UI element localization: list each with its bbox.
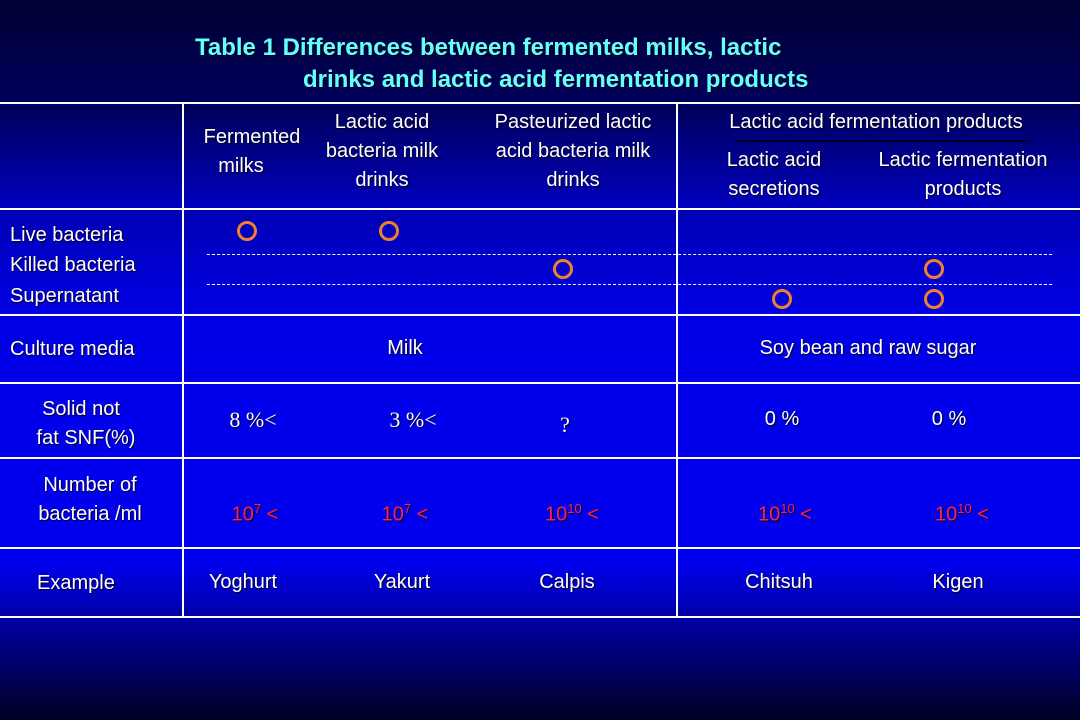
- count-exponent: 10: [780, 501, 795, 516]
- title-line-2: drinks and lactic acid fermentation prod…: [303, 66, 809, 93]
- culture-media-milk: Milk: [387, 337, 423, 359]
- count-base: 10: [231, 503, 254, 526]
- culture-media-soy: Soy bean and raw sugar: [759, 337, 977, 359]
- row-label-culture-media: Culture media: [10, 338, 135, 360]
- table-rule: [0, 382, 1080, 384]
- count-exponent: 7: [403, 501, 412, 516]
- presence-ring-killed: [553, 259, 573, 279]
- column-rule: [676, 103, 678, 617]
- count-base: 10: [545, 503, 568, 526]
- bacteria-count-value: 107 <: [195, 494, 315, 530]
- example-value: Yakurt: [373, 571, 431, 593]
- header-text: acid bacteria milk: [495, 140, 651, 162]
- count-exponent: 10: [567, 501, 582, 516]
- header-text: secretions: [728, 178, 820, 200]
- table-rule: [0, 102, 1080, 104]
- header-text: Lactic acid: [726, 149, 822, 171]
- row-label-killed-bacteria: Killed bacteria: [10, 254, 136, 276]
- table-rule: [0, 547, 1080, 549]
- count-suffix: <: [587, 503, 599, 526]
- count-base: 10: [381, 503, 404, 526]
- count-base: 10: [935, 503, 958, 526]
- header-text: Lactic fermentation: [878, 149, 1048, 171]
- column-rule: [182, 103, 184, 617]
- header-text: Pasteurized lactic: [494, 111, 652, 133]
- snf-lab-milk-drinks: 3 %<: [389, 407, 437, 432]
- title-line-1: Table 1 Differences between fermented mi…: [195, 34, 782, 61]
- header-row-background: [0, 104, 1080, 209]
- count-exponent: 10: [957, 501, 972, 516]
- header-lactic-fermentation-products: Lactic fermentation products: [858, 146, 1068, 204]
- header-pasteurized-drinks: Pasteurized lactic acid bacteria milk dr…: [472, 108, 674, 195]
- label-text: fat SNF(%): [36, 427, 136, 449]
- bacteria-count-value: 107 <: [345, 494, 465, 530]
- table-rule: [0, 457, 1080, 459]
- presence-ring-live: [379, 221, 399, 241]
- presence-ring-live: [237, 221, 257, 241]
- bacteria-count-value: 1010 <: [725, 494, 845, 530]
- label-text: Number of: [43, 474, 137, 496]
- example-value: Chitsuh: [745, 571, 813, 593]
- example-value: Kigen: [932, 571, 984, 593]
- snf-secretions: 0 %: [764, 408, 800, 430]
- count-exponent: 7: [253, 501, 262, 516]
- header-text: Fermented: [203, 126, 301, 148]
- row-label-bacteria-count: Number of bacteria /ml: [0, 471, 180, 529]
- header-group-fermentation-products: Lactic acid fermentation products: [729, 111, 1023, 133]
- header-lactic-acid-secretions: Lactic acid secretions: [703, 146, 845, 204]
- header-text: drinks: [546, 169, 600, 191]
- header-lab-milk-drinks: Lactic acid bacteria milk drinks: [306, 108, 458, 195]
- dashed-divider: [207, 284, 1052, 285]
- count-base: 10: [758, 503, 781, 526]
- label-text: Solid not: [42, 398, 120, 420]
- row-label-example: Example: [37, 572, 115, 594]
- table-rule: [0, 616, 1080, 618]
- count-suffix: <: [977, 503, 989, 526]
- bacteria-count-value: 1010 <: [512, 494, 632, 530]
- table-rule: [0, 314, 1080, 316]
- presence-ring-killed: [924, 259, 944, 279]
- row-label-snf: Solid not fat SNF(%): [0, 395, 162, 453]
- dashed-divider: [207, 254, 1052, 255]
- header-text: products: [924, 178, 1002, 200]
- header-text: Lactic acid: [334, 111, 430, 133]
- header-fermented-milks: Fermented milks: [190, 123, 314, 181]
- snf-fermentation-products: 0 %: [931, 408, 967, 430]
- snf-fermented-milks: 8 %<: [229, 407, 277, 432]
- snf-pasteurized: ?: [560, 412, 570, 437]
- example-value: Yoghurt: [208, 571, 278, 593]
- row-label-supernatant: Supernatant: [10, 285, 119, 307]
- header-text: bacteria milk: [325, 140, 439, 162]
- count-suffix: <: [416, 503, 429, 526]
- example-value: Calpis: [539, 571, 595, 593]
- header-text: drinks: [355, 169, 409, 191]
- presence-ring-supernatant: [772, 289, 792, 309]
- label-text: bacteria /ml: [38, 503, 142, 525]
- table-rule: [0, 208, 1080, 210]
- header-text: milks: [218, 155, 264, 177]
- group-underline: [736, 140, 1031, 142]
- row-label-live-bacteria: Live bacteria: [10, 224, 124, 246]
- count-suffix: <: [800, 503, 812, 526]
- count-suffix: <: [266, 503, 279, 526]
- presence-ring-supernatant: [924, 289, 944, 309]
- bacteria-count-value: 1010 <: [902, 494, 1022, 530]
